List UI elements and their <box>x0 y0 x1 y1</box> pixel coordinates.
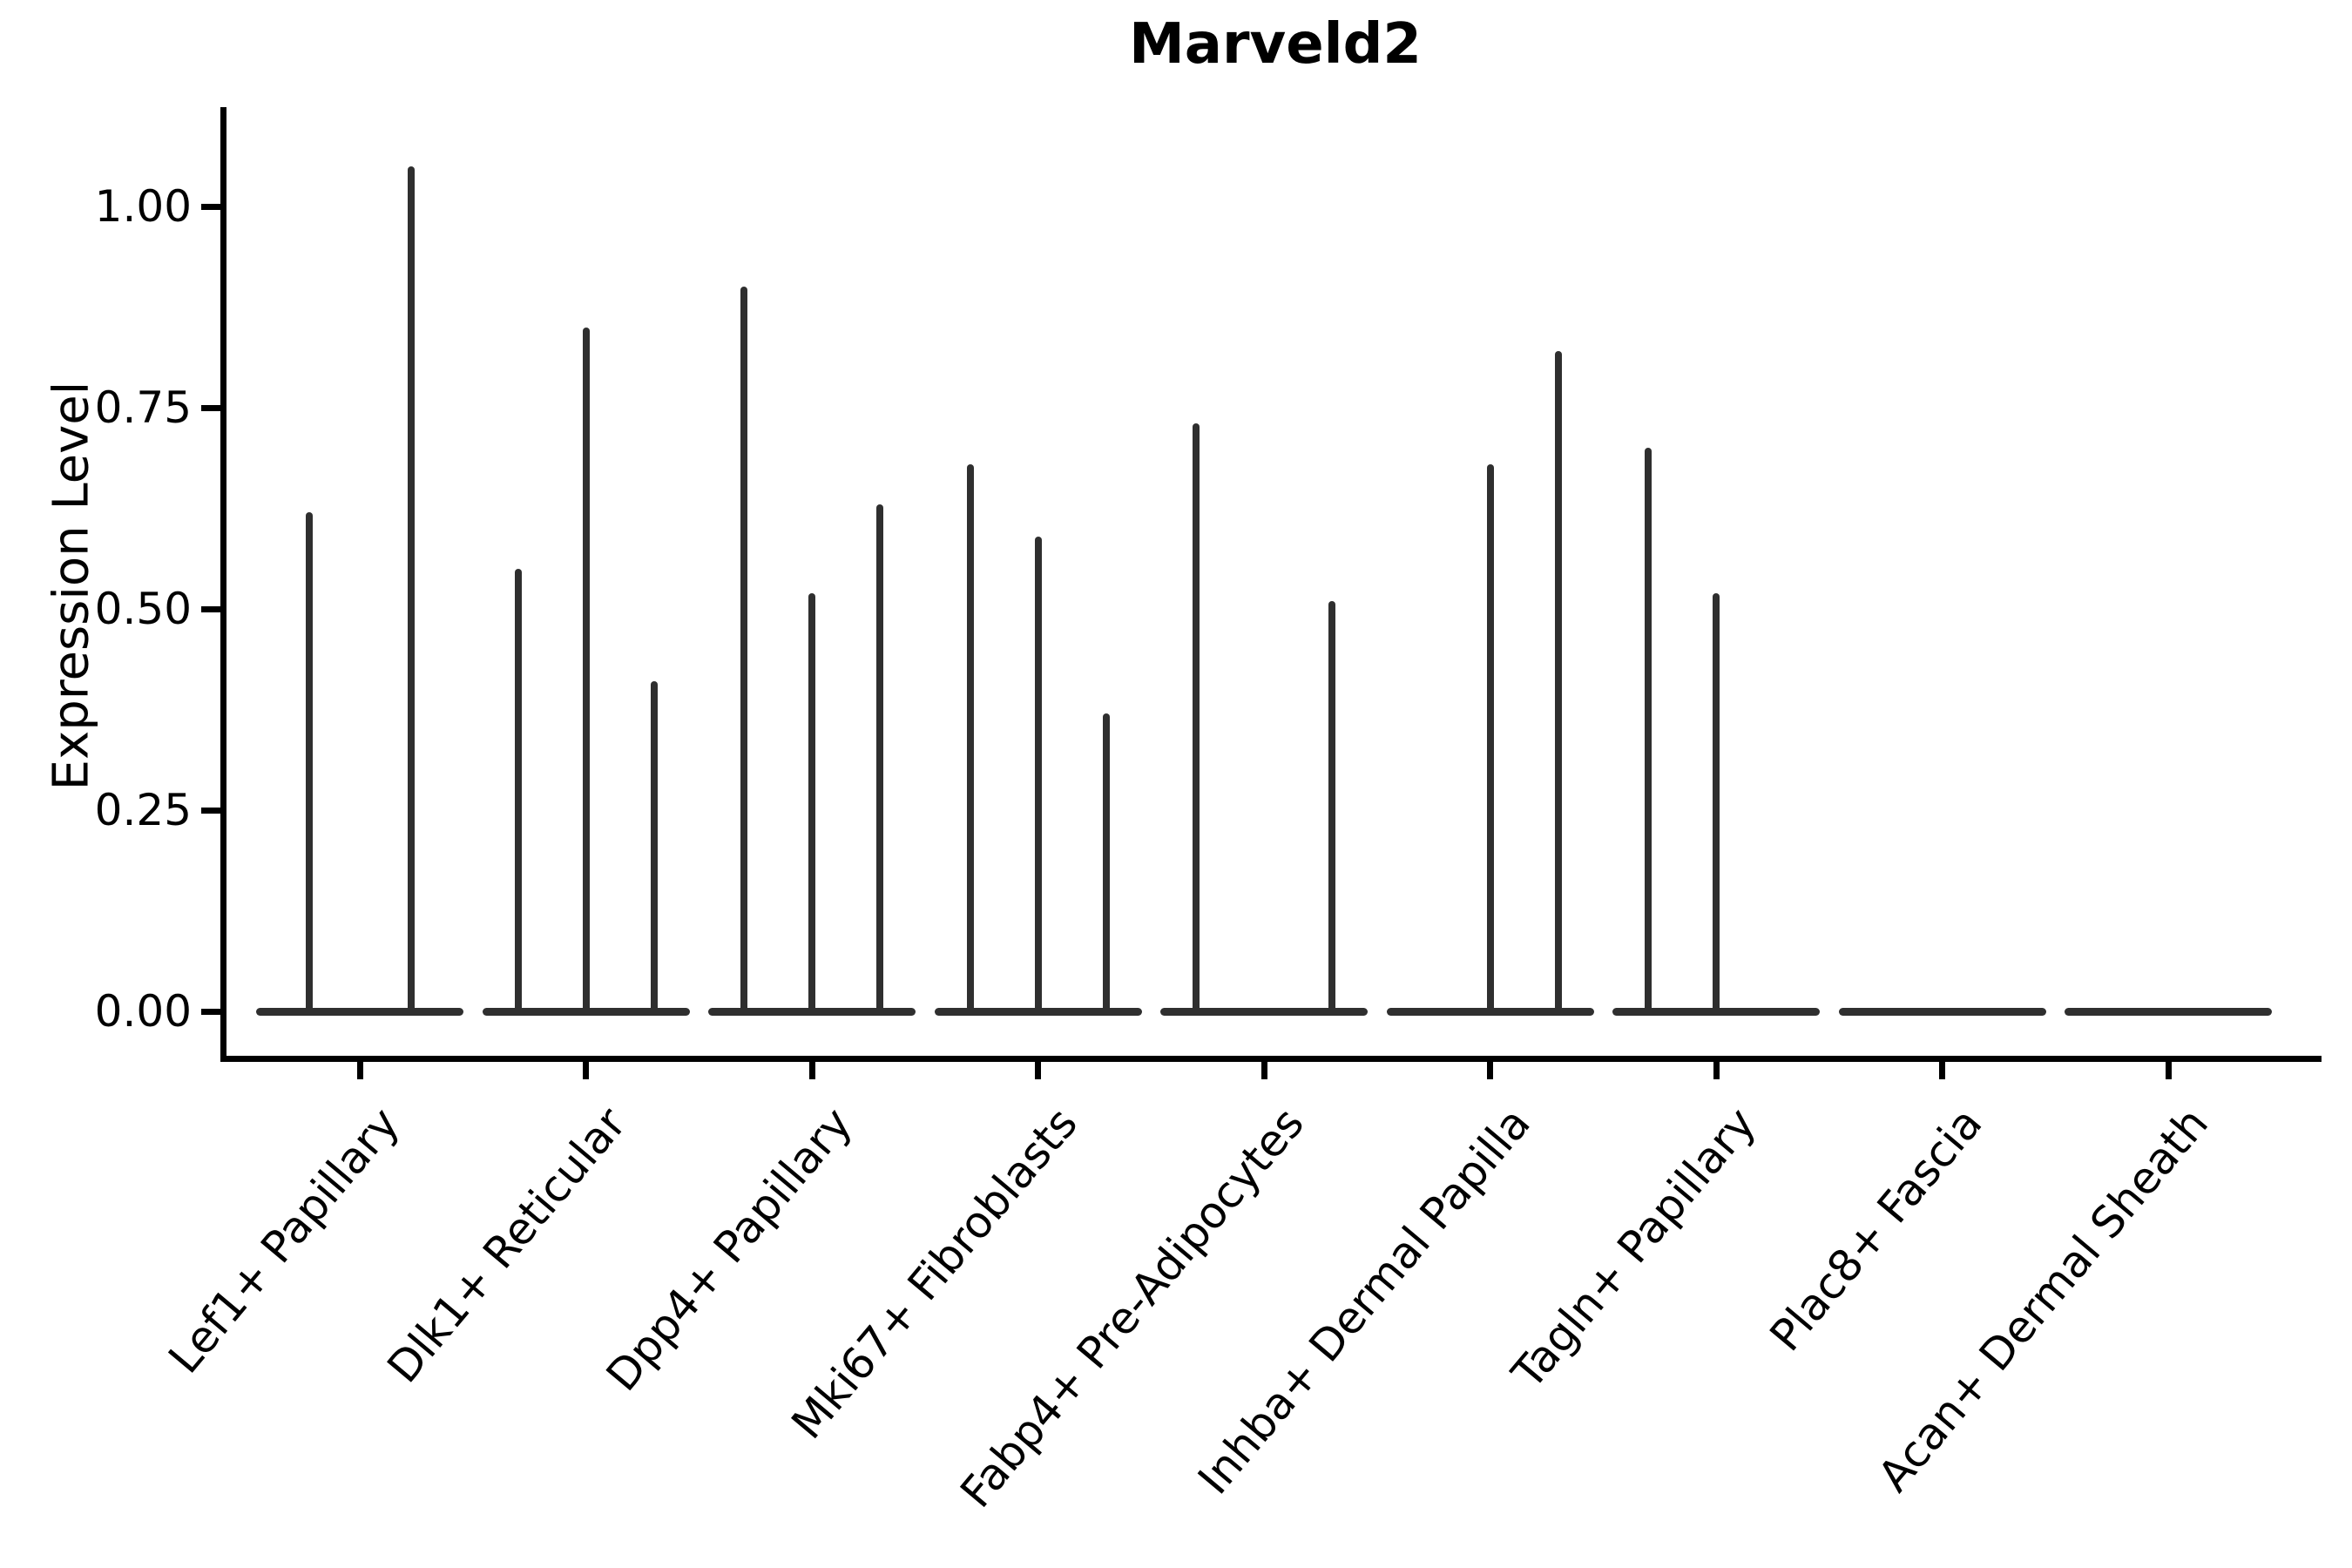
x-tick <box>1713 1062 1720 1079</box>
violin-baseline <box>2065 1007 2272 1016</box>
violin-spike <box>514 568 522 1013</box>
violin-spike <box>740 287 747 1013</box>
violin-spike <box>1486 463 1494 1013</box>
violin-spike <box>650 681 658 1013</box>
violin-spike <box>1102 713 1110 1013</box>
x-tick <box>1939 1062 1945 1079</box>
violin-spike <box>407 166 415 1013</box>
x-axis-spine <box>220 1056 2322 1062</box>
y-tick <box>201 807 220 814</box>
y-tick <box>201 203 220 210</box>
y-axis-spine <box>220 107 226 1062</box>
x-tick <box>1487 1062 1493 1079</box>
violin-spike <box>1193 423 1200 1013</box>
violin-spike <box>1713 592 1720 1013</box>
violin-spike <box>582 327 590 1013</box>
y-tick <box>201 1008 220 1015</box>
x-tick-label: Lef1+ Papillary <box>159 1098 409 1383</box>
y-tick-label: 0.50 <box>94 584 192 634</box>
y-axis-label: Expression Level <box>43 381 100 791</box>
x-tick-label: Plac8+ Fascia <box>1760 1098 1992 1362</box>
y-tick-label: 0.25 <box>94 785 192 835</box>
x-tick <box>2165 1062 2172 1079</box>
violin-spike <box>1554 351 1562 1013</box>
y-tick <box>201 404 220 411</box>
chart-title: Marveld2 <box>1129 12 1422 77</box>
violin-spike <box>966 463 974 1013</box>
violin-spike <box>808 592 815 1013</box>
violin-spike <box>1645 448 1652 1013</box>
y-tick-label: 0.75 <box>94 382 192 433</box>
violin-spike <box>876 504 883 1013</box>
violin-spike <box>305 512 313 1013</box>
x-tick-label: Dpp4+ Papillary <box>596 1098 862 1401</box>
violin-baseline <box>256 1007 463 1016</box>
y-tick-label: 0.00 <box>94 986 192 1037</box>
x-tick <box>1260 1062 1267 1079</box>
x-tick <box>356 1062 363 1079</box>
x-tick-label: Tagln+ Papillary <box>1502 1098 1766 1399</box>
x-tick <box>1035 1062 1041 1079</box>
violin-baseline <box>1160 1007 1368 1016</box>
x-tick <box>583 1062 589 1079</box>
x-tick-label: Dlk1+ Reticular <box>377 1098 636 1393</box>
violin-baseline <box>1838 1007 2046 1016</box>
x-tick <box>808 1062 815 1079</box>
violin-spike <box>1034 536 1042 1013</box>
violin-spike <box>1328 600 1335 1013</box>
y-tick-label: 1.00 <box>94 181 192 232</box>
y-tick <box>201 605 220 612</box>
